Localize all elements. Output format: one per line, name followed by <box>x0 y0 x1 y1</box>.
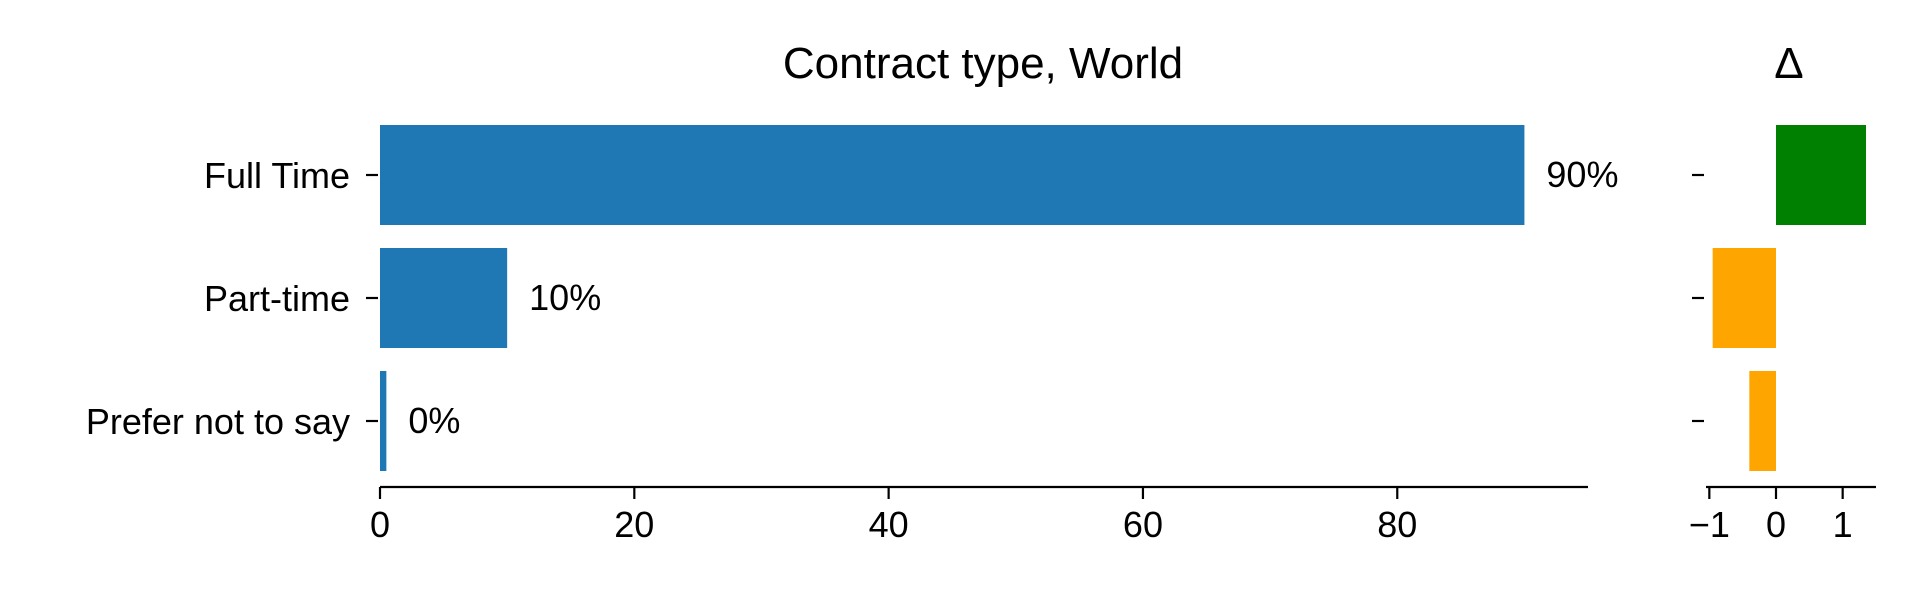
delta-bar-full-time <box>1776 125 1866 225</box>
category-label-part-time: Part-time <box>204 278 350 319</box>
bar-prefer-not-to-say <box>380 371 387 471</box>
x-tick-label: 20 <box>614 504 654 545</box>
bar-part-time <box>380 248 508 348</box>
delta-x-tick-label: 1 <box>1833 504 1853 545</box>
delta-x-tick-label: −1 <box>1689 504 1730 545</box>
data-label-prefer-not-to-say: 0% <box>408 400 460 441</box>
category-label-full-time: Full Time <box>204 155 350 196</box>
x-tick-label: 40 <box>869 504 909 545</box>
category-label-prefer-not-to-say: Prefer not to say <box>86 401 350 442</box>
x-tick-label: 60 <box>1123 504 1163 545</box>
main-chart-title: Contract type, World <box>783 39 1183 88</box>
bar-full-time <box>380 125 1525 225</box>
delta-bar-prefer-not-to-say <box>1749 371 1776 471</box>
delta-chart-title: Δ <box>1774 39 1803 88</box>
delta-x-tick-label: 0 <box>1766 504 1786 545</box>
x-tick-label: 80 <box>1377 504 1417 545</box>
delta-bar-part-time <box>1712 248 1776 348</box>
data-label-part-time: 10% <box>529 277 601 318</box>
x-tick-label: 0 <box>370 504 390 545</box>
data-label-full-time: 90% <box>1546 154 1618 195</box>
